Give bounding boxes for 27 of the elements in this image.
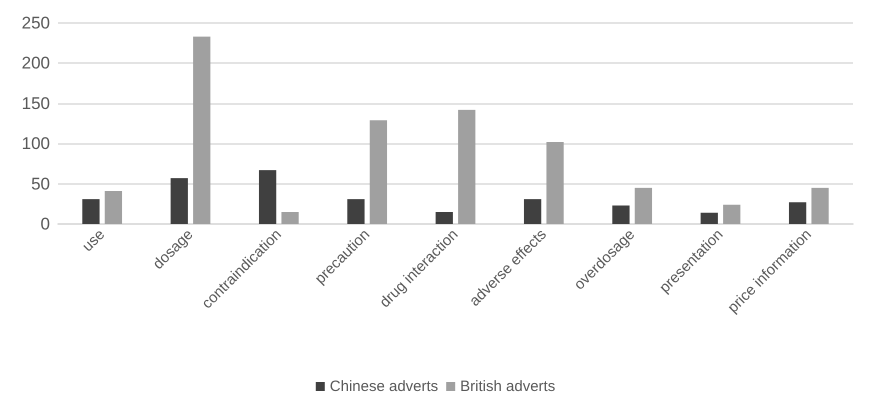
bar: [82, 199, 100, 224]
y-tick-label: 150: [22, 94, 50, 113]
bar: [370, 120, 388, 224]
bar: [634, 188, 652, 224]
bar: [811, 188, 829, 224]
bar: [700, 212, 718, 224]
bar: [546, 142, 564, 224]
y-tick-label: 100: [22, 134, 50, 154]
y-tick-label: 200: [22, 54, 50, 73]
bar: [788, 202, 806, 224]
y-tick-label: 250: [22, 14, 50, 32]
bar: [281, 212, 299, 224]
bar: [104, 191, 122, 224]
legend-label: Chinese adverts: [330, 378, 438, 395]
y-tick-label: 0: [40, 214, 50, 234]
bar: [458, 110, 476, 224]
bar: [193, 36, 210, 224]
bar: [258, 170, 276, 224]
bar: [723, 204, 740, 224]
y-tick-label: 50: [31, 174, 50, 194]
bar: [612, 206, 630, 224]
bar: [347, 199, 365, 224]
bar: [170, 178, 188, 224]
bar: [524, 199, 542, 224]
x-tick-label: use: [79, 226, 108, 256]
legend-label: British adverts: [460, 378, 556, 395]
bar: [436, 212, 453, 224]
